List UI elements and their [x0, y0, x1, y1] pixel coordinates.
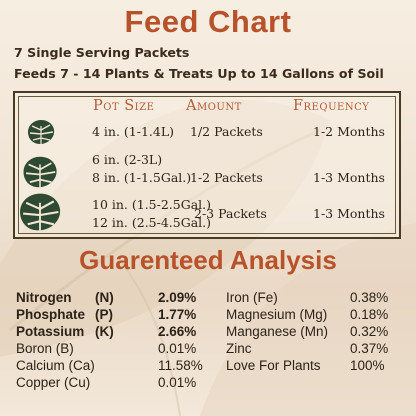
nutrient-value: 0.38%: [350, 290, 389, 305]
nutrient-name: Love For Plants: [226, 358, 321, 373]
analysis-title: Guarenteed Analysis: [79, 245, 337, 275]
header-pot-size: Pot Size: [93, 98, 155, 114]
nutrient-value: 11.58%: [158, 358, 203, 373]
nutrient-value: 2.66%: [158, 324, 197, 339]
monstera-leaf-icon: [28, 120, 55, 144]
nutrient-value: 0.18%: [350, 307, 389, 322]
nutrient-name: Zinc: [226, 341, 252, 356]
nutrient-value: 0.01%: [158, 341, 197, 356]
row3-frequency: 1-3 Months: [313, 206, 385, 221]
page-title: Feed Chart: [124, 4, 292, 39]
row3-amount: 2-3 Packets: [194, 206, 267, 221]
monstera-leaf-icon: [23, 156, 57, 188]
row2-pot-1: 6 in. (2-3L): [92, 152, 163, 167]
feed-table: [13, 91, 401, 239]
monstera-leaf-icon: [20, 193, 61, 231]
nutrient-name: Iron (Fe): [226, 290, 278, 305]
nutrient-name: Calcium (Ca): [16, 358, 95, 373]
coverage-subtitle: Feeds 7 - 14 Plants & Treats Up to 14 Ga…: [14, 66, 384, 81]
nutrient-value: 2.09%: [158, 290, 197, 305]
nutrient-name: Manganese (Mn): [226, 324, 329, 339]
row2-pot-2: 8 in. (1-1.5Gal.): [92, 170, 192, 185]
nutrient-symbol: (K): [95, 324, 114, 339]
row2-frequency: 1-3 Months: [313, 170, 385, 185]
header-frequency: Frequency: [293, 98, 370, 114]
nutrient-name: Phosphate: [16, 307, 86, 322]
nutrient-value: 0.01%: [158, 375, 197, 390]
row3-pot-1: 10 in. (1.5-2.5Gal.): [92, 197, 212, 212]
row3-pot-2: 12 in. (2.5-4.5Gal.): [92, 215, 212, 230]
nutrient-value: 0.37%: [350, 341, 389, 356]
nutrient-symbol: (P): [95, 307, 113, 322]
nutrient-name: Copper (Cu): [16, 375, 91, 390]
nutrient-symbol: (N): [95, 290, 114, 305]
row1-frequency: 1-2 Months: [313, 124, 385, 139]
row2-amount: 1-2 Packets: [190, 170, 263, 185]
nutrient-value: 100%: [350, 358, 385, 373]
nutrient-name: Potassium: [16, 324, 85, 339]
nutrient-name: Magnesium (Mg): [226, 307, 328, 322]
nutrient-name: Boron (B): [16, 341, 74, 356]
nutrient-value: 1.77%: [158, 307, 197, 322]
feed-table-inner-border: [18, 96, 396, 234]
row1-pot: 4 in. (1-1.4L): [92, 124, 175, 139]
nutrient-name: Nitrogen: [16, 290, 72, 305]
nutrient-value: 0.32%: [350, 324, 389, 339]
header-amount: Amount: [186, 98, 242, 114]
packet-count-subtitle: 7 Single Serving Packets: [14, 45, 190, 60]
row1-amount: 1/2 Packets: [190, 124, 263, 139]
